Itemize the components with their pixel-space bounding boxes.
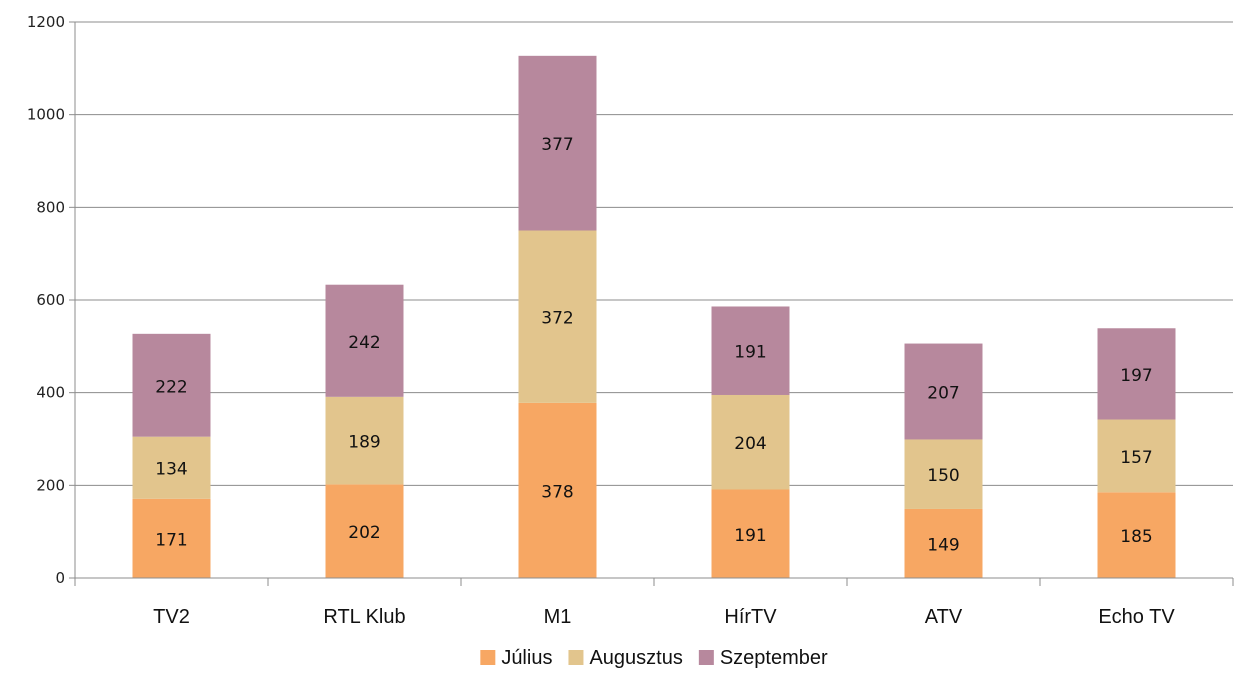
bar-segment xyxy=(711,394,790,490)
data-label: 149 xyxy=(927,535,959,555)
data-label: 197 xyxy=(1120,366,1152,386)
data-label: 189 xyxy=(348,433,380,453)
data-label: 372 xyxy=(541,309,573,329)
data-label: 185 xyxy=(1120,527,1152,547)
y-tick-label: 1000 xyxy=(27,106,65,124)
data-label: 377 xyxy=(541,135,573,155)
bars: 171 134 222 202 189 242 378 372 377 191 204 191 149 1… xyxy=(132,55,1176,578)
x-tick-label: M1 xyxy=(544,606,572,628)
bar-segment xyxy=(132,498,211,578)
data-label: 157 xyxy=(1120,448,1152,468)
y-tick-label: 200 xyxy=(36,476,65,494)
data-label: 171 xyxy=(155,530,187,550)
data-label: 150 xyxy=(927,466,959,486)
bar-segment xyxy=(518,230,597,403)
legend-label: Szeptember xyxy=(720,647,828,669)
gridlines xyxy=(75,21,1233,486)
data-label: 134 xyxy=(155,460,187,480)
data-label: 207 xyxy=(927,384,959,404)
y-tick-label: 0 xyxy=(55,569,65,587)
bar-segment xyxy=(711,489,790,578)
legend-label: Augusztus xyxy=(589,647,682,669)
bar-segment xyxy=(132,333,211,437)
legend-label: Július xyxy=(501,647,552,669)
bar-segment xyxy=(904,439,983,509)
bar-segment xyxy=(1097,492,1176,578)
bar-segment xyxy=(325,396,404,485)
legend-swatch xyxy=(480,650,496,665)
y-tick-label: 1200 xyxy=(27,13,65,31)
y-tick-label: 400 xyxy=(36,384,65,402)
x-tick-label: Echo TV xyxy=(1098,606,1175,628)
x-axis: TV2 RTL Klub M1 HírTV ATV Echo TV xyxy=(74,577,1234,628)
bar-segment xyxy=(904,508,983,578)
y-axis: 0 200 400 600 800 1000 1200 xyxy=(27,13,76,587)
bar-segment xyxy=(518,55,597,231)
data-label: 204 xyxy=(734,434,766,454)
x-tick-label: ATV xyxy=(925,606,963,628)
x-tick-label: TV2 xyxy=(153,606,190,628)
bar-segment xyxy=(325,284,404,397)
bar-segment xyxy=(518,402,597,578)
bar-segment xyxy=(1097,419,1176,493)
data-label: 378 xyxy=(541,482,573,502)
data-label: 222 xyxy=(155,377,187,397)
x-tick-label: HírTV xyxy=(724,606,777,628)
bar-segment xyxy=(711,306,790,395)
y-tick-label: 600 xyxy=(36,291,65,309)
data-label: 191 xyxy=(734,526,766,546)
data-label: 202 xyxy=(348,523,380,543)
legend: Július Augusztus Szeptember xyxy=(480,647,828,669)
legend-swatch xyxy=(698,650,714,665)
data-label: 191 xyxy=(734,343,766,363)
bar-segment xyxy=(132,436,211,499)
x-tick-label: RTL Klub xyxy=(323,606,405,628)
bar-segment xyxy=(325,484,404,578)
bar-segment xyxy=(904,343,983,440)
y-tick-label: 800 xyxy=(36,198,65,216)
bar-segment xyxy=(1097,328,1176,420)
legend-swatch xyxy=(568,650,584,665)
data-label: 242 xyxy=(348,333,380,353)
